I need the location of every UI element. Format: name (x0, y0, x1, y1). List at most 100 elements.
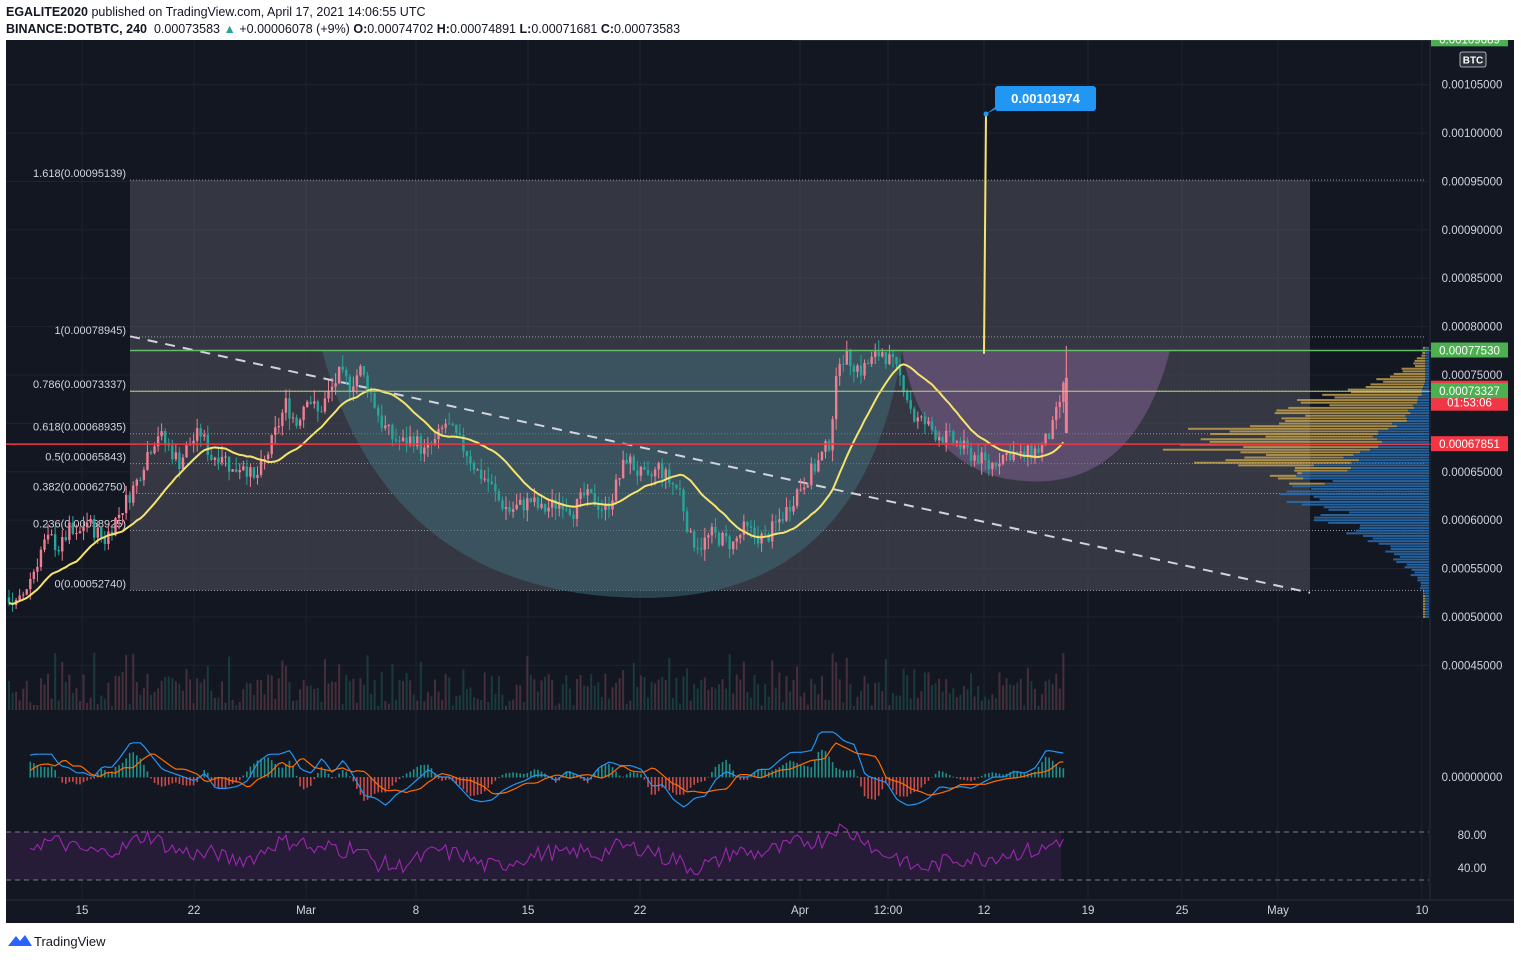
volume-bar (945, 679, 948, 710)
publisher-name[interactable]: EGALITE2020 (6, 5, 88, 19)
candle-body (1062, 382, 1065, 402)
volume-bar (25, 680, 28, 710)
macd-histogram-bar (796, 763, 798, 778)
time-tick-label: 19 (1082, 905, 1095, 917)
volume-bar (615, 683, 618, 710)
volume-profile-bar (1269, 474, 1297, 477)
volume-bar (181, 690, 184, 710)
macd-histogram-bar (625, 774, 628, 778)
volume-bar (547, 674, 550, 710)
publish-line: EGALITE2020 published on TradingView.com… (6, 4, 1206, 21)
candle-body (767, 534, 770, 542)
volume-bar (888, 705, 891, 710)
price-tick-label: 0.00090000 (1442, 225, 1503, 237)
macd-histogram-bar (902, 777, 905, 797)
macd-histogram-bar (718, 764, 720, 778)
macd-histogram-bar (757, 769, 759, 778)
volume-profile-bar (1209, 440, 1382, 443)
macd-histogram-bar (1002, 774, 1004, 778)
brand-name[interactable]: TradingView (34, 934, 106, 949)
macd-histogram-bar (285, 764, 287, 778)
candle-body (249, 467, 252, 477)
volume-bar (157, 688, 160, 710)
volume-profile-bar (1425, 605, 1429, 608)
volume-profile-bar (1378, 446, 1429, 449)
candle-body (309, 401, 312, 404)
candle-body (149, 451, 153, 454)
macd-histogram-bar (111, 771, 113, 778)
price-tick-label: 0.00080000 (1442, 322, 1503, 334)
volume-profile-bar (1417, 576, 1429, 579)
volume-bar (803, 692, 806, 710)
rsi-axis-label: 40.00 (1458, 863, 1487, 875)
price-tag (1431, 40, 1508, 47)
volume-profile-bar (1406, 417, 1429, 420)
volume-bar (355, 702, 358, 710)
volume-bar (402, 681, 405, 710)
macd-histogram-bar (956, 777, 958, 779)
macd-histogram-bar (498, 777, 500, 779)
volume-bar (902, 668, 905, 710)
volume-bar (114, 675, 117, 710)
volume-bar (980, 700, 983, 710)
macd-histogram-bar (402, 775, 404, 778)
volume-bar (906, 675, 909, 710)
volume-bar (891, 692, 894, 710)
candle-body (394, 439, 398, 441)
macd-histogram-bar (597, 767, 600, 778)
candle-body (465, 451, 469, 457)
macd-histogram-bar (533, 769, 536, 778)
macd-histogram-bar (714, 766, 717, 778)
chart-canvas[interactable]: 1.618(0.00095139) 1(0.00078945) 0.786(0.00… (6, 40, 1514, 923)
candle-body (440, 427, 444, 429)
symbol-label[interactable]: BINANCE:DOTBTC, 240 (6, 22, 147, 36)
macd-histogram-bar (483, 777, 486, 792)
price-tag-countdown: 01:53:06 (1447, 398, 1492, 410)
volume-profile-bar (1303, 477, 1429, 480)
volume-bar (810, 678, 813, 710)
candle-body (266, 454, 270, 460)
price-tag-label: 0.00073327 (1439, 386, 1500, 398)
volume-bar (831, 653, 834, 710)
price-axis[interactable]: 0.00105000 0.00100000 0.00095000 0.00090000… (1429, 40, 1508, 900)
volume-profile-bar (1420, 581, 1429, 584)
candle-body (969, 447, 973, 461)
volume-bar (536, 691, 539, 710)
volume-profile-bar (1420, 584, 1429, 587)
macd-histogram-bar (867, 777, 869, 799)
macd-histogram-bar (246, 771, 248, 778)
volume-profile-bar (1285, 419, 1408, 422)
time-axis[interactable]: 15 22 Mar 8 15 22 Apr 12:00 12 19 25 May 10 (6, 899, 1514, 917)
volume-bar (79, 701, 81, 710)
candle-body (813, 463, 817, 472)
volume-profile-bar (1424, 589, 1429, 592)
candle-body (401, 437, 405, 441)
volume-bar (909, 698, 912, 710)
candle-body (384, 425, 387, 429)
candle-body (1008, 452, 1012, 461)
volume-bar (579, 675, 582, 710)
volume-profile-bar (1417, 401, 1429, 404)
candle-body (685, 511, 689, 532)
volume-bar (824, 699, 827, 710)
volume-bar (476, 698, 479, 710)
volume-bar (217, 697, 220, 710)
volume-bar (36, 705, 39, 710)
candle-body (593, 493, 596, 506)
candle-body (863, 362, 866, 376)
candle-body (341, 366, 344, 370)
candle-body (146, 451, 149, 470)
volume-profile-bar (1355, 529, 1429, 532)
macd-histogram-bar (799, 764, 802, 778)
volume-bar (941, 691, 944, 710)
volume-profile-bar (1350, 391, 1422, 394)
macd-histogram-bar (899, 777, 901, 797)
macd-histogram-bar (966, 777, 969, 781)
volume-profile-bar (1276, 409, 1408, 412)
volume-profile-bar (1225, 459, 1359, 462)
macd-histogram-bar (338, 773, 340, 778)
macd-histogram-bar (814, 760, 816, 778)
volume-profile-bar (1417, 579, 1429, 582)
candle-body (700, 548, 703, 550)
candle-body (316, 401, 320, 412)
